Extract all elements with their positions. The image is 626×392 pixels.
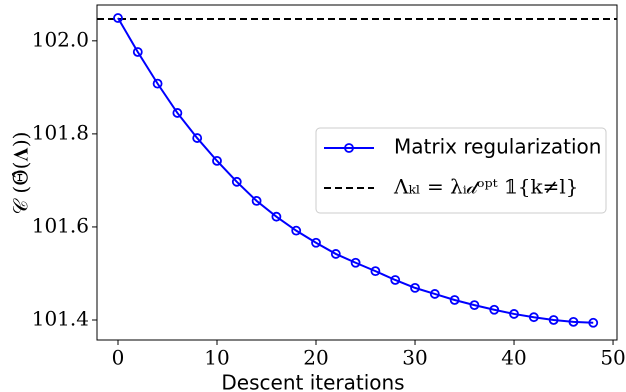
x-tick-label: 10 — [204, 346, 229, 370]
x-tick-label: 20 — [303, 346, 328, 370]
data-point — [311, 237, 321, 248]
data-point — [330, 249, 341, 259]
x-tick-label: 40 — [501, 346, 526, 370]
data-point — [291, 225, 302, 236]
data-point — [509, 309, 519, 319]
data-point — [548, 315, 559, 325]
data-point — [568, 316, 579, 327]
data-point — [152, 78, 163, 89]
series-line — [117, 17, 594, 324]
data-point — [410, 282, 420, 293]
data-point — [528, 312, 539, 323]
plot-frame — [96, 4, 618, 341]
y-tick-label: 101.6 — [32, 213, 89, 237]
legend-label: Matrix regularization — [394, 135, 601, 159]
legend-marker — [344, 143, 354, 153]
y-tick-label: 101.4 — [32, 306, 89, 330]
data-point — [231, 176, 242, 187]
data-point — [469, 300, 480, 311]
x-tick-label: 30 — [402, 346, 427, 370]
data-point — [350, 257, 361, 268]
data-point — [449, 295, 460, 305]
y-tick-label: 102.0 — [32, 27, 89, 51]
x-axis-label: Descent iterations — [221, 371, 404, 392]
data-point — [489, 304, 500, 315]
data-point — [251, 195, 262, 206]
data-point — [429, 289, 440, 299]
data-point — [132, 47, 143, 57]
data-point — [212, 155, 222, 166]
legend-box — [315, 127, 607, 214]
y-axis-label: 𝒞 (Θ̂(𝚲)) — [9, 132, 33, 215]
data-point — [192, 133, 203, 143]
y-tick-label: 101.8 — [32, 120, 89, 144]
x-tick-label: 0 — [112, 346, 125, 370]
x-tick-label: 50 — [600, 346, 625, 370]
data-point — [271, 211, 282, 222]
data-point — [588, 317, 599, 328]
data-point — [390, 275, 401, 285]
data-point — [113, 13, 123, 23]
data-point — [172, 108, 183, 118]
legend-label: Λₖₗ = λᵢ𝒹ᵒᵖᵗ 𝟙{k≠l} — [393, 175, 579, 199]
data-point — [370, 266, 381, 277]
